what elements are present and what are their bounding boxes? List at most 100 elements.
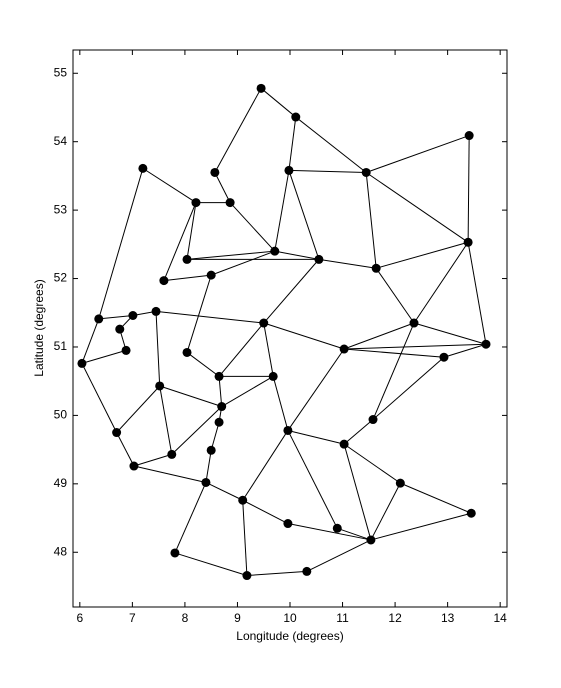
node	[302, 566, 312, 576]
node	[129, 461, 139, 471]
node	[242, 571, 252, 581]
edge	[343, 444, 372, 541]
y-tick-label: 54	[54, 134, 68, 148]
node	[283, 425, 293, 435]
node	[151, 306, 161, 316]
edge	[205, 450, 212, 483]
edge	[272, 376, 289, 431]
node	[339, 439, 349, 449]
x-tick-label: 10	[283, 611, 297, 625]
edge	[372, 322, 415, 420]
edge	[116, 385, 161, 433]
node	[439, 352, 449, 362]
y-axis-label: Latitude (degrees)	[32, 279, 46, 376]
node	[256, 83, 266, 93]
edge	[366, 135, 470, 173]
node	[206, 270, 216, 280]
y-tick-label: 51	[54, 339, 68, 353]
edge	[375, 267, 415, 324]
x-axis-label: Longitude (degrees)	[236, 629, 343, 643]
y-tick-label: 52	[54, 271, 68, 285]
node	[167, 449, 177, 459]
x-tick-label: 12	[388, 611, 402, 625]
node	[182, 347, 192, 357]
edge	[365, 172, 377, 269]
node	[332, 523, 342, 533]
x-tick-label: 8	[182, 611, 189, 625]
edge	[287, 348, 345, 431]
edge	[81, 363, 118, 433]
edge	[370, 482, 401, 541]
x-tick-label: 14	[493, 611, 507, 625]
node	[214, 417, 224, 427]
edge	[246, 570, 307, 577]
edge	[159, 385, 222, 407]
edge	[186, 250, 275, 260]
node	[259, 318, 269, 328]
edge	[186, 202, 197, 260]
node	[128, 310, 138, 320]
node	[159, 276, 169, 286]
node	[339, 344, 349, 354]
node	[270, 246, 280, 256]
edge	[221, 375, 274, 407]
node	[466, 508, 476, 518]
edge	[413, 242, 469, 324]
node	[206, 445, 216, 455]
edge	[81, 318, 100, 364]
node	[463, 237, 473, 247]
edge	[287, 430, 338, 529]
y-tick-label: 50	[54, 408, 68, 422]
node	[155, 381, 165, 391]
node	[225, 198, 235, 208]
edge	[218, 322, 265, 377]
edge	[163, 274, 212, 282]
edge	[274, 170, 290, 252]
edge	[295, 116, 367, 173]
node	[314, 254, 324, 264]
node	[170, 548, 180, 558]
x-tick-label: 7	[129, 611, 136, 625]
edge	[443, 343, 487, 358]
edge	[287, 523, 372, 541]
edge	[242, 500, 248, 576]
node	[191, 198, 201, 208]
node	[115, 324, 125, 334]
y-tick-label: 53	[54, 202, 68, 216]
node	[366, 535, 376, 545]
node	[121, 345, 131, 355]
node	[201, 477, 211, 487]
edge	[98, 315, 133, 320]
edge	[365, 172, 469, 243]
x-tick-label: 9	[234, 611, 241, 625]
node	[210, 167, 220, 177]
node	[291, 112, 301, 122]
edge	[263, 322, 345, 350]
edge	[133, 465, 207, 483]
edge	[142, 167, 197, 204]
node	[138, 163, 148, 173]
edge	[205, 482, 243, 501]
edge	[288, 170, 320, 260]
edge	[186, 274, 212, 353]
edge	[343, 322, 415, 350]
edge	[186, 352, 220, 377]
node	[217, 402, 227, 412]
edge	[372, 356, 445, 420]
node	[361, 167, 371, 177]
edge	[242, 430, 289, 501]
edge	[287, 429, 345, 445]
edge	[288, 116, 297, 171]
node	[283, 519, 293, 529]
node	[268, 371, 278, 381]
edge	[155, 310, 264, 324]
edge	[81, 349, 127, 364]
edge	[400, 482, 472, 514]
node	[409, 318, 419, 328]
edge	[171, 406, 223, 455]
node	[481, 339, 491, 349]
y-tick-label: 55	[54, 65, 68, 79]
node	[284, 165, 294, 175]
edge	[337, 527, 372, 541]
